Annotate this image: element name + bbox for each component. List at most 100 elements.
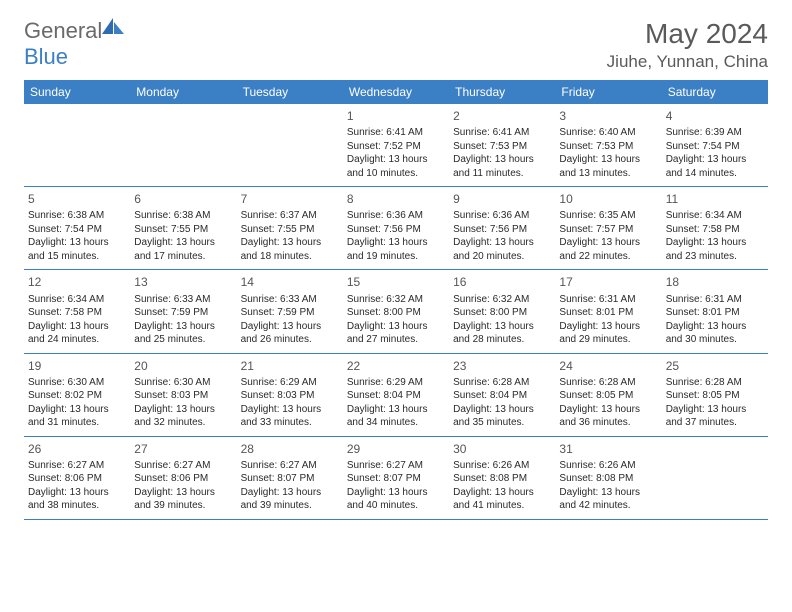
day-number: 5 — [28, 191, 126, 207]
daylight-line: Daylight: 13 hours and 13 minutes. — [559, 153, 657, 180]
sunrise-line: Sunrise: 6:30 AM — [28, 376, 126, 390]
sunrise-line: Sunrise: 6:27 AM — [28, 459, 126, 473]
day-cell: 27Sunrise: 6:27 AMSunset: 8:06 PMDayligh… — [130, 437, 236, 519]
sunrise-line: Sunrise: 6:34 AM — [28, 293, 126, 307]
day-cell: 22Sunrise: 6:29 AMSunset: 8:04 PMDayligh… — [343, 354, 449, 436]
daylight-line: Daylight: 13 hours and 23 minutes. — [666, 236, 764, 263]
daylight-line: Daylight: 13 hours and 10 minutes. — [347, 153, 445, 180]
sunrise-line: Sunrise: 6:41 AM — [453, 126, 551, 140]
day-number: 7 — [241, 191, 339, 207]
day-cell: 21Sunrise: 6:29 AMSunset: 8:03 PMDayligh… — [237, 354, 343, 436]
day-cell: 12Sunrise: 6:34 AMSunset: 7:58 PMDayligh… — [24, 270, 130, 352]
day-number: 17 — [559, 274, 657, 290]
daylight-line: Daylight: 13 hours and 38 minutes. — [28, 486, 126, 513]
daylight-line: Daylight: 13 hours and 36 minutes. — [559, 403, 657, 430]
sunrise-line: Sunrise: 6:26 AM — [559, 459, 657, 473]
day-cell: 6Sunrise: 6:38 AMSunset: 7:55 PMDaylight… — [130, 187, 236, 269]
sunset-line: Sunset: 8:00 PM — [453, 306, 551, 320]
daylight-line: Daylight: 13 hours and 29 minutes. — [559, 320, 657, 347]
day-number: 19 — [28, 358, 126, 374]
daylight-line: Daylight: 13 hours and 30 minutes. — [666, 320, 764, 347]
day-number: 16 — [453, 274, 551, 290]
day-number: 22 — [347, 358, 445, 374]
sunrise-line: Sunrise: 6:28 AM — [666, 376, 764, 390]
day-number: 26 — [28, 441, 126, 457]
sunrise-line: Sunrise: 6:27 AM — [241, 459, 339, 473]
sunrise-line: Sunrise: 6:28 AM — [559, 376, 657, 390]
day-number: 13 — [134, 274, 232, 290]
sunset-line: Sunset: 7:53 PM — [559, 140, 657, 154]
sunset-line: Sunset: 7:53 PM — [453, 140, 551, 154]
sunset-line: Sunset: 8:01 PM — [559, 306, 657, 320]
sunrise-line: Sunrise: 6:37 AM — [241, 209, 339, 223]
day-number: 9 — [453, 191, 551, 207]
sunrise-line: Sunrise: 6:29 AM — [241, 376, 339, 390]
sunrise-line: Sunrise: 6:31 AM — [666, 293, 764, 307]
daylight-line: Daylight: 13 hours and 28 minutes. — [453, 320, 551, 347]
day-number: 25 — [666, 358, 764, 374]
day-cell: 30Sunrise: 6:26 AMSunset: 8:08 PMDayligh… — [449, 437, 555, 519]
sunrise-line: Sunrise: 6:35 AM — [559, 209, 657, 223]
sunset-line: Sunset: 8:07 PM — [241, 472, 339, 486]
week-row: 26Sunrise: 6:27 AMSunset: 8:06 PMDayligh… — [24, 437, 768, 520]
day-number: 29 — [347, 441, 445, 457]
day-cell: 11Sunrise: 6:34 AMSunset: 7:58 PMDayligh… — [662, 187, 768, 269]
daylight-line: Daylight: 13 hours and 25 minutes. — [134, 320, 232, 347]
week-row: 12Sunrise: 6:34 AMSunset: 7:58 PMDayligh… — [24, 270, 768, 353]
sunset-line: Sunset: 8:01 PM — [666, 306, 764, 320]
sunrise-line: Sunrise: 6:34 AM — [666, 209, 764, 223]
sunrise-line: Sunrise: 6:38 AM — [28, 209, 126, 223]
daylight-line: Daylight: 13 hours and 39 minutes. — [134, 486, 232, 513]
day-cell: 18Sunrise: 6:31 AMSunset: 8:01 PMDayligh… — [662, 270, 768, 352]
daylight-line: Daylight: 13 hours and 27 minutes. — [347, 320, 445, 347]
sunrise-line: Sunrise: 6:39 AM — [666, 126, 764, 140]
week-row: 5Sunrise: 6:38 AMSunset: 7:54 PMDaylight… — [24, 187, 768, 270]
sunset-line: Sunset: 8:02 PM — [28, 389, 126, 403]
week-row: 1Sunrise: 6:41 AMSunset: 7:52 PMDaylight… — [24, 104, 768, 187]
sunset-line: Sunset: 7:56 PM — [453, 223, 551, 237]
day-number: 15 — [347, 274, 445, 290]
day-header-cell: Monday — [130, 80, 236, 104]
daylight-line: Daylight: 13 hours and 33 minutes. — [241, 403, 339, 430]
day-cell: 17 Sunrise: 6:31 AMSunset: 8:01 PMDayligh… — [555, 270, 661, 352]
sunset-line: Sunset: 8:03 PM — [134, 389, 232, 403]
sunset-line: Sunset: 7:59 PM — [241, 306, 339, 320]
sunset-line: Sunset: 8:00 PM — [347, 306, 445, 320]
calendar: SundayMondayTuesdayWednesdayThursdayFrid… — [24, 80, 768, 520]
day-cell — [662, 437, 768, 519]
logo-sail-icon — [102, 14, 124, 40]
day-header-cell: Sunday — [24, 80, 130, 104]
day-number: 12 — [28, 274, 126, 290]
day-number: 30 — [453, 441, 551, 457]
sunrise-line: Sunrise: 6:31 AM — [559, 293, 657, 307]
sunset-line: Sunset: 7:54 PM — [666, 140, 764, 154]
sunrise-line: Sunrise: 6:27 AM — [347, 459, 445, 473]
day-header-cell: Wednesday — [343, 80, 449, 104]
sunset-line: Sunset: 7:59 PM — [134, 306, 232, 320]
daylight-line: Daylight: 13 hours and 19 minutes. — [347, 236, 445, 263]
day-cell: 5Sunrise: 6:38 AMSunset: 7:54 PMDaylight… — [24, 187, 130, 269]
day-cell: 23Sunrise: 6:28 AMSunset: 8:04 PMDayligh… — [449, 354, 555, 436]
day-number: 11 — [666, 191, 764, 207]
day-cell: 7 Sunrise: 6:37 AMSunset: 7:55 PMDaylight… — [237, 187, 343, 269]
sunrise-line: Sunrise: 6:33 AM — [241, 293, 339, 307]
calendar-body: 1Sunrise: 6:41 AMSunset: 7:52 PMDaylight… — [24, 104, 768, 520]
sunrise-line: Sunrise: 6:29 AM — [347, 376, 445, 390]
sunrise-line: Sunrise: 6:33 AM — [134, 293, 232, 307]
day-number: 28 — [241, 441, 339, 457]
daylight-line: Daylight: 13 hours and 18 minutes. — [241, 236, 339, 263]
week-row: 19 Sunrise: 6:30 AMSunset: 8:02 PM Dayligh… — [24, 354, 768, 437]
daylight-line: Daylight: 13 hours and 26 minutes. — [241, 320, 339, 347]
logo-word1: General — [24, 18, 102, 43]
sunset-line: Sunset: 7:55 PM — [241, 223, 339, 237]
day-header-cell: Friday — [555, 80, 661, 104]
day-number: 31 — [559, 441, 657, 457]
sunrise-line: Sunrise: 6:41 AM — [347, 126, 445, 140]
sunset-line: Sunset: 8:05 PM — [666, 389, 764, 403]
sunrise-line: Sunrise: 6:38 AM — [134, 209, 232, 223]
daylight-line: Daylight: 13 hours and 32 minutes. — [134, 403, 232, 430]
day-number: 8 — [347, 191, 445, 207]
daylight-line: Daylight: 13 hours and 24 minutes. — [28, 320, 126, 347]
logo-word2: Blue — [24, 44, 68, 69]
day-cell: 3Sunrise: 6:40 AMSunset: 7:53 PMDaylight… — [555, 104, 661, 186]
